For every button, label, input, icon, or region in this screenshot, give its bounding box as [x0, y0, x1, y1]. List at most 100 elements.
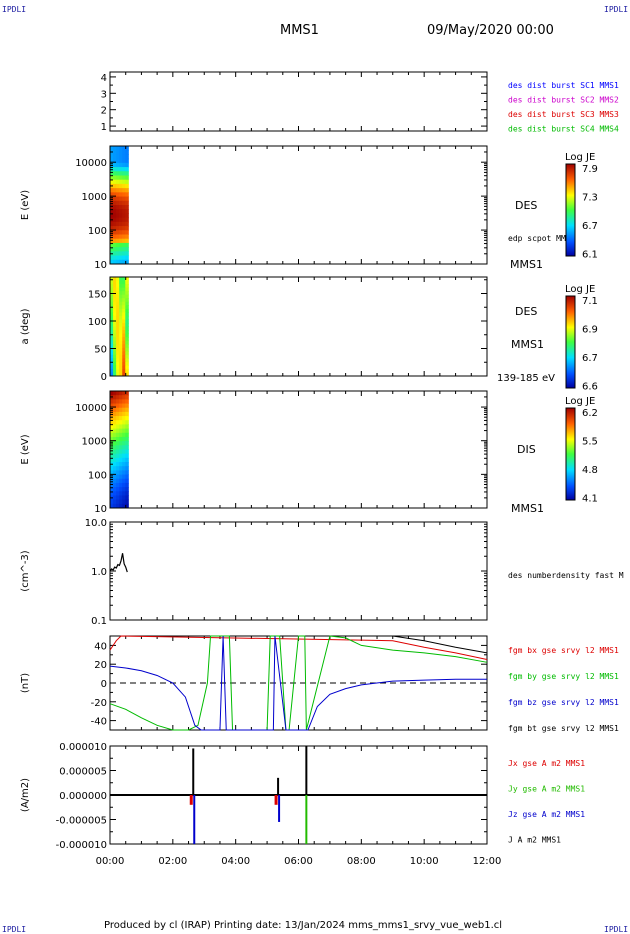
spectrogram-des-energy [125, 150, 129, 155]
spectrogram-des-pitch [116, 326, 120, 331]
spectrogram-des-energy [119, 192, 123, 198]
ylabel-pitch: a (deg) [20, 308, 31, 344]
spectrogram-dis-energy [125, 391, 129, 396]
spectrogram-des-energy [110, 192, 114, 198]
spectrogram-des-energy [122, 259, 126, 265]
spectrogram-dis-energy [125, 457, 129, 463]
spectrogram-dis-energy [110, 482, 114, 488]
y-tick-label: 1.0 [91, 567, 107, 578]
side-label-scpot: edp scpot MMS1 [508, 234, 576, 243]
spectrogram-dis-energy [110, 453, 114, 459]
spectrogram-des-pitch [122, 340, 126, 345]
spectrogram-dis-energy [113, 436, 117, 442]
spectrogram-dis-energy [119, 420, 123, 425]
x-tick-label: 00:00 [96, 856, 125, 867]
spectrogram-des-pitch [125, 305, 129, 310]
spectrogram-des-pitch [125, 368, 129, 373]
spectrogram-des-pitch [122, 354, 126, 359]
spectrogram-des-energy [116, 234, 120, 240]
y-tick-label: 3 [101, 89, 107, 100]
spectrogram-dis-energy [119, 482, 123, 488]
spectrogram-des-pitch [122, 351, 126, 356]
spectrogram-des-energy [113, 158, 117, 164]
spectrogram-des-energy [125, 230, 129, 235]
spectrogram-des-pitch [125, 315, 129, 320]
spectrogram-des-energy [113, 146, 117, 151]
spectrogram-dis-energy [113, 424, 117, 430]
spectrogram-des-energy [113, 192, 117, 198]
spectrogram-des-energy [125, 188, 129, 193]
spectrogram-des-energy [113, 221, 117, 227]
spectrogram-des-pitch [119, 277, 123, 282]
spectrogram-dis-energy [122, 424, 126, 430]
spectrogram-dis-energy [122, 474, 126, 480]
colorbar-title: Log JE [565, 284, 595, 295]
spectrogram-des-energy [122, 209, 126, 214]
spectrogram-dis-energy [110, 416, 114, 421]
series-by-line [109, 635, 488, 731]
side-label-des: DES [515, 199, 537, 212]
spectrogram-des-energy [116, 247, 120, 252]
spectrogram-dis-energy [125, 407, 129, 413]
spectrogram-des-pitch [119, 358, 123, 363]
spectrogram-des-pitch [110, 298, 114, 303]
spectrogram-dis-energy [122, 491, 126, 496]
spectrogram-des-energy [116, 183, 120, 189]
spectrogram-des-energy [116, 192, 120, 198]
spectrogram-des-energy [119, 196, 123, 202]
spectrogram-dis-energy [113, 482, 117, 488]
spectrogram-des-energy [125, 242, 129, 248]
spectrogram-des-energy [113, 167, 117, 172]
spectrogram-des-pitch [113, 284, 117, 289]
spectrogram-dis-energy [116, 424, 120, 430]
y-tick-label: 40 [94, 641, 107, 652]
spectrogram-des-pitch [119, 280, 123, 285]
spectrogram-des-pitch [119, 347, 123, 352]
spectrogram-des-pitch [122, 330, 126, 335]
spectrogram-dis-energy [125, 395, 129, 400]
spectrogram-des-pitch [125, 347, 129, 352]
spectrogram-des-pitch [116, 358, 120, 363]
spectrogram-dis-energy [113, 428, 117, 434]
ylabel-des-energy: E (eV) [20, 190, 31, 220]
spectrogram-dis-energy [116, 503, 120, 509]
spectrogram-dis-energy [125, 487, 129, 492]
spectrogram-des-pitch [110, 308, 114, 313]
spectrogram-dis-energy [119, 457, 123, 463]
spectrogram-dis-energy [125, 428, 129, 434]
spectrogram-dis-energy [116, 403, 120, 409]
panel-des-pitch [109, 276, 488, 377]
spectrogram-dis-energy [113, 466, 117, 471]
spectrogram-des-pitch [119, 298, 123, 303]
spectrogram-dis-energy [113, 407, 117, 413]
spectrogram-des-pitch [113, 372, 117, 377]
spectrogram-dis-energy [110, 399, 114, 405]
spectrogram-des-energy [122, 217, 126, 223]
spectrogram-des-pitch [116, 287, 120, 292]
spectrogram-des-pitch [125, 294, 129, 299]
spectrogram-dis-energy [122, 416, 126, 421]
spectrogram-des-energy [113, 179, 117, 185]
y-tick-label: 150 [88, 290, 107, 301]
spectrogram-des-pitch [119, 315, 123, 320]
spectrogram-des-energy [122, 226, 126, 231]
colorbar-tick-label: 6.2 [582, 408, 598, 419]
spectrogram-des-energy [122, 213, 126, 219]
spectrogram-des-pitch [119, 284, 123, 289]
spectrogram-des-pitch [122, 305, 126, 310]
side-label-des: DES [515, 305, 537, 318]
spectrogram-dis-energy [116, 491, 120, 496]
spectrogram-des-pitch [122, 361, 126, 366]
spectrogram-des-energy [122, 162, 126, 168]
spectrogram-dis-energy [110, 470, 114, 476]
y-tick-label: 10 [94, 260, 107, 271]
spectrogram-des-pitch [116, 344, 120, 349]
y-tick-label: 100 [88, 470, 107, 481]
spectrogram-des-pitch [122, 368, 126, 373]
spectrogram-des-pitch [119, 330, 123, 335]
spectrogram-des-pitch [122, 280, 126, 285]
spectrogram-dis-energy [116, 474, 120, 480]
spectrogram-des-pitch [116, 368, 120, 373]
spectrogram-des-energy [119, 251, 123, 257]
spectrogram-des-pitch [116, 308, 120, 313]
